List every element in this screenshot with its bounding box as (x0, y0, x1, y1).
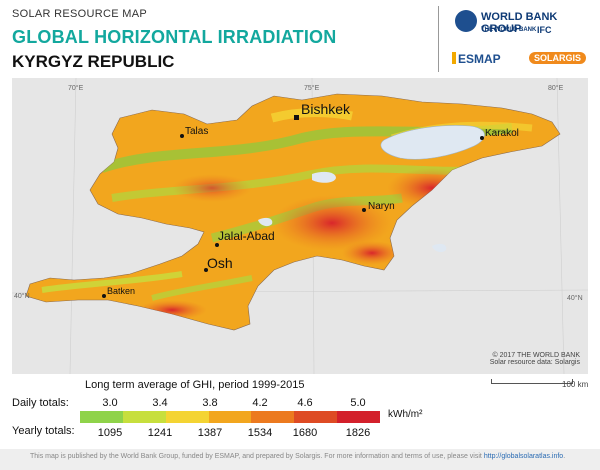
yearly-totals-label: Yearly totals: (12, 425, 75, 437)
ghi-hotspot (342, 241, 402, 265)
ghi-hotspot (272, 195, 392, 251)
world-bank-group-logo: WORLD BANK GROUP (481, 11, 558, 35)
city-naryn[interactable]: Naryn (368, 201, 395, 212)
map-kicker: SOLAR RESOURCE MAP (12, 8, 147, 20)
ghi-map[interactable]: 70°E 75°E 80°E 40°N 40°N Bishkek Talas K… (12, 78, 588, 374)
daily-tick: 4.2 (252, 397, 268, 409)
city-marker (362, 208, 366, 212)
scale-bar-label: 100 km (562, 380, 589, 389)
graticule-80e (556, 78, 565, 374)
legend-swatch (122, 411, 166, 423)
country-title: KYRGYZ REPUBLIC (12, 52, 175, 71)
yearly-tick: 1387 (197, 427, 223, 439)
legend-swatch (294, 411, 338, 423)
world-bank-globe-icon (455, 10, 477, 32)
ghi-band-mid (270, 108, 353, 123)
lon-label-75e: 75°E (304, 84, 320, 92)
ghi-color-scale (80, 411, 381, 423)
ifc-logo: IFC (537, 25, 552, 35)
daily-tick: 4.6 (297, 397, 313, 409)
daily-tick: 3.0 (102, 397, 118, 409)
daily-tick: 3.8 (202, 397, 218, 409)
yearly-tick: 1534 (247, 427, 273, 439)
footer-end: . (563, 453, 566, 460)
legend-swatch (337, 411, 381, 423)
chatyr-kul-lake (432, 243, 447, 253)
lat-label-west: 40°N (14, 292, 30, 300)
city-marker (204, 268, 208, 272)
city-batken[interactable]: Batken (107, 286, 135, 296)
legend-heading: Long term average of GHI, period 1999-20… (85, 379, 305, 391)
yearly-tick: 1680 (292, 427, 318, 439)
data-source-line: Solar resource data: Solargis (489, 359, 580, 366)
city-bishkek[interactable]: Bishkek (301, 101, 351, 117)
city-marker (102, 294, 106, 298)
city-marker (180, 134, 184, 138)
issyk-kul-lake (380, 125, 485, 160)
solargis-logo: SOLARGIS (529, 52, 587, 64)
footer-note: This map is published by the World Bank … (30, 453, 565, 460)
atlas-link[interactable]: http://globalsolaratlas.info (483, 453, 564, 460)
map-copyright: © 2017 THE WORLD BANK Solar resource dat… (470, 352, 580, 366)
toktogul-reservoir (258, 217, 273, 227)
map-title: GLOBAL HORIZONTAL IRRADIATION (12, 27, 337, 47)
ghi-band-low (41, 271, 183, 293)
yearly-tick: 1095 (97, 427, 123, 439)
legend-units: kWh/m² (388, 409, 423, 420)
legend-swatch (80, 411, 123, 423)
scale-bar (491, 379, 573, 384)
daily-tick: 3.4 (152, 397, 168, 409)
lon-label-70e: 70°E (68, 84, 84, 92)
ghi-band-low (151, 275, 253, 301)
song-kol-lake (312, 171, 336, 183)
city-osh[interactable]: Osh (207, 255, 233, 271)
yearly-tick: 1241 (147, 427, 173, 439)
legend-swatch (165, 411, 209, 423)
ghi-hotspot (172, 174, 252, 202)
city-marker (480, 136, 484, 140)
map-canvas: 70°E 75°E 80°E 40°N 40°N Bishkek Talas K… (12, 78, 588, 374)
lat-label-east: 40°N (567, 294, 583, 302)
city-jalal-abad[interactable]: Jalal-Abad (218, 229, 275, 243)
footer-text: This map is published by the World Bank … (30, 453, 484, 460)
footer-band (0, 449, 600, 470)
city-talas[interactable]: Talas (185, 126, 208, 137)
graticule-70e (69, 78, 77, 374)
yearly-tick: 1826 (345, 427, 371, 439)
capital-marker (294, 115, 299, 120)
legend-swatch (251, 411, 295, 423)
lon-label-80e: 80°E (548, 84, 564, 92)
copyright-line: © 2017 THE WORLD BANK (492, 352, 581, 359)
world-bank-logo: THE WORLD BANK (481, 27, 537, 33)
daily-totals-label: Daily totals: (12, 397, 69, 409)
legend-swatch (208, 411, 252, 423)
city-marker (215, 243, 219, 247)
esmap-logo: ESMAP (458, 52, 501, 66)
city-karakol[interactable]: Karakol (485, 128, 519, 139)
esmap-logo-mark (452, 52, 456, 64)
logo-divider (438, 6, 439, 72)
daily-tick: 5.0 (350, 397, 366, 409)
